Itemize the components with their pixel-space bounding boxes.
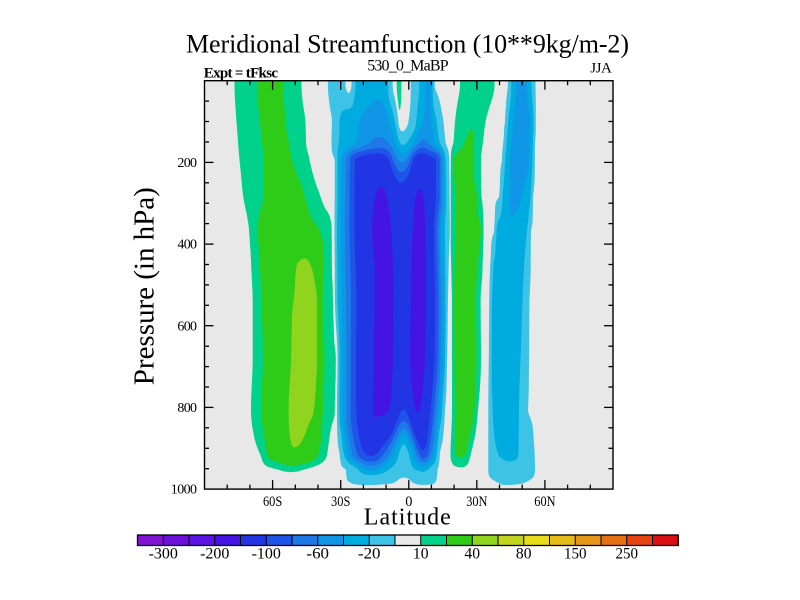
svg-text:30N: 30N bbox=[466, 494, 488, 510]
svg-text:150: 150 bbox=[564, 545, 587, 562]
svg-text:-300: -300 bbox=[149, 545, 179, 562]
svg-text:600: 600 bbox=[177, 319, 197, 334]
svg-text:200: 200 bbox=[177, 156, 197, 171]
svg-text:Latitude: Latitude bbox=[364, 505, 451, 531]
svg-text:JJA: JJA bbox=[590, 61, 612, 77]
svg-text:80: 80 bbox=[516, 545, 532, 562]
svg-text:40: 40 bbox=[464, 545, 480, 562]
svg-text:0: 0 bbox=[405, 494, 412, 510]
svg-text:530_0_MaBP: 530_0_MaBP bbox=[367, 57, 448, 74]
svg-text:10: 10 bbox=[413, 545, 429, 562]
svg-text:-200: -200 bbox=[200, 545, 230, 562]
svg-text:-60: -60 bbox=[306, 545, 329, 562]
svg-text:60S: 60S bbox=[263, 494, 282, 510]
svg-text:800: 800 bbox=[177, 401, 197, 416]
svg-text:Expt = tFksc: Expt = tFksc bbox=[204, 66, 279, 82]
svg-text:Meridional Streamfunction (10*: Meridional Streamfunction (10**9kg/m-2) bbox=[186, 30, 629, 59]
svg-text:-100: -100 bbox=[252, 545, 282, 562]
svg-text:Pressure (in hPa): Pressure (in hPa) bbox=[130, 187, 161, 385]
svg-text:400: 400 bbox=[177, 238, 197, 253]
svg-text:1000: 1000 bbox=[171, 483, 197, 498]
svg-text:30S: 30S bbox=[331, 494, 350, 510]
svg-text:-20: -20 bbox=[358, 545, 381, 562]
svg-text:250: 250 bbox=[615, 545, 638, 562]
svg-text:60N: 60N bbox=[534, 494, 556, 510]
